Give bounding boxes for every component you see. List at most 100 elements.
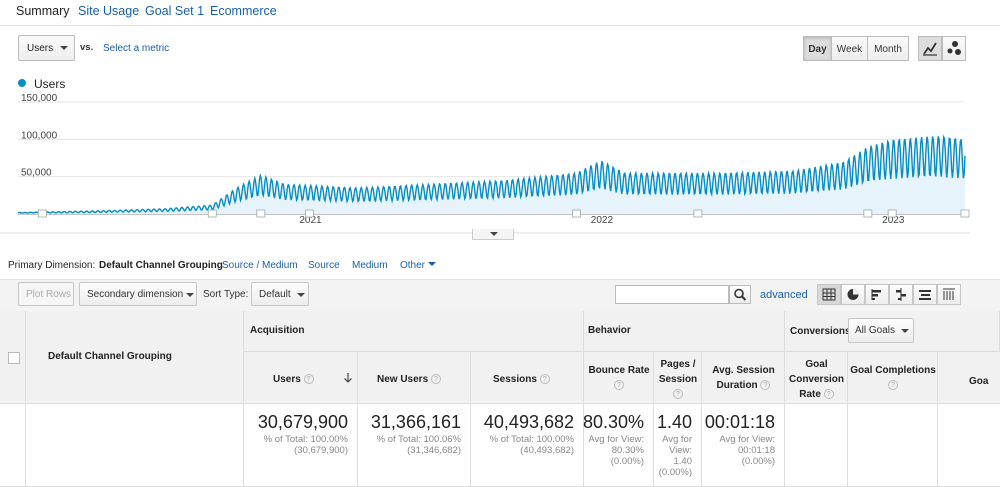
term-cloud-icon	[919, 290, 931, 300]
help-icon[interactable]: ?	[888, 380, 898, 391]
secondary-dimension-label: Secondary dimension	[87, 289, 184, 300]
primary-dimension-active: Default Channel Grouping	[99, 260, 223, 271]
annotation-marker	[37, 209, 47, 218]
bounce-avg-line3: (0.00%)	[610, 456, 644, 467]
help-icon[interactable]: ?	[539, 374, 550, 385]
select-all-checkbox[interactable]	[8, 352, 20, 364]
line-chart-button[interactable]	[918, 36, 942, 61]
pie-chart-icon	[847, 289, 859, 300]
tab-goal-set-1[interactable]: Goal Set 1	[145, 4, 205, 18]
help-icon[interactable]: ?	[760, 380, 771, 391]
all-goals-label: All Goals	[855, 325, 896, 336]
dimension-source[interactable]: Source	[308, 260, 340, 271]
help-icon[interactable]: ?	[430, 374, 441, 385]
chevron-down-icon	[186, 293, 194, 297]
table-search-input[interactable]	[615, 285, 729, 304]
performance-view-button[interactable]	[865, 284, 889, 305]
sort-type-dropdown[interactable]: Default	[251, 282, 309, 306]
users-column-label: Users ?	[273, 372, 314, 387]
annotation-marker	[256, 209, 266, 218]
help-icon[interactable]: ?	[673, 389, 683, 400]
all-goals-dropdown[interactable]: All Goals	[848, 318, 914, 343]
dimension-other[interactable]: Other	[400, 260, 437, 271]
motion-chart-button[interactable]	[942, 36, 966, 61]
annotation-marker	[304, 209, 314, 218]
pages-avg-line1: Avg for	[662, 434, 692, 445]
table-view-button[interactable]	[817, 284, 841, 305]
select-metric-link[interactable]: Select a metric	[103, 43, 170, 54]
metric-dropdown[interactable]: Users	[18, 35, 75, 61]
pages-session-total: 1.40	[656, 412, 692, 432]
annotation-marker	[572, 209, 581, 218]
goal-conversion-header-text: Goal Conversion Rate	[788, 359, 844, 400]
primary-dimension-label: Primary Dimension:	[8, 260, 96, 271]
sessions-total-pct: % of Total: 100.00% (40,493,682)	[490, 434, 574, 456]
duration-avg-line2: 00:01:18	[738, 445, 775, 456]
avg-session-header-text: Avg. Session Duration	[712, 365, 775, 391]
avg-session-column-label: Avg. Session Duration ?	[706, 363, 781, 393]
conversions-group-label: Conversions	[790, 326, 851, 337]
bounce-rate-total-avg: Avg for View: 80.30% (0.00%)	[588, 434, 644, 467]
pages-session-total-cell: 1.40 Avg for View: 1.40 (0.00%)	[654, 404, 702, 487]
duration-avg-line1: Avg for View:	[719, 434, 775, 445]
help-icon[interactable]: ?	[303, 374, 314, 385]
avg-session-total-avg: Avg for View: 00:01:18 (0.00%)	[719, 434, 775, 467]
tab-ecommerce[interactable]: Ecommerce	[210, 4, 277, 18]
new-users-column-header[interactable]: New Users ?	[358, 352, 471, 404]
legend-users-label: Users	[34, 77, 66, 91]
users-total: 30,679,900	[257, 412, 348, 432]
pivot-table-icon	[943, 288, 955, 300]
help-icon[interactable]: ?	[823, 389, 834, 400]
totals-checkbox-cell	[0, 404, 26, 487]
goal-completions-header-text: Goal Completions	[850, 365, 936, 376]
users-column-header[interactable]: Users ?	[244, 352, 358, 404]
sort-descending-icon[interactable]	[343, 372, 353, 384]
pivot-view-button[interactable]	[937, 284, 961, 305]
comparison-icon	[896, 288, 906, 301]
bounce-rate-column-header[interactable]: Bounce Rate?	[584, 352, 654, 404]
day-button[interactable]: Day	[803, 36, 832, 61]
chart-collapse-toggle[interactable]	[472, 229, 514, 240]
avg-session-column-header[interactable]: Avg. Session Duration ?	[702, 352, 785, 404]
vs-label: vs.	[80, 42, 94, 53]
help-icon[interactable]: ?	[614, 380, 624, 391]
new-users-pct-line1: % of Total: 100.06%	[376, 434, 461, 445]
goal-conversion-column-header[interactable]: Goal Conversion Rate ?	[785, 352, 848, 404]
table-grid-icon	[822, 288, 836, 301]
bounce-rate-header-text: Bounce Rate	[588, 365, 650, 376]
users-pct-line2: (30,679,900)	[294, 445, 348, 456]
users-series-line	[17, 134, 966, 214]
tab-site-usage[interactable]: Site Usage	[78, 4, 140, 18]
annotation-marker	[207, 209, 217, 218]
dimension-source-medium[interactable]: Source / Medium	[222, 260, 298, 271]
pie-view-button[interactable]	[841, 284, 865, 305]
bounce-avg-line2: 80.30%	[611, 445, 644, 456]
search-button[interactable]	[729, 285, 751, 304]
pages-session-column-header[interactable]: Pages / Session?	[654, 352, 702, 404]
month-button[interactable]: Month	[867, 36, 909, 61]
x-tick-label: 2021	[299, 215, 322, 226]
sessions-pct-line2: (40,493,682)	[520, 445, 574, 456]
behavior-group-cell: Behavior	[584, 311, 785, 352]
x-tick-label: 2023	[882, 215, 905, 226]
secondary-dimension-dropdown[interactable]: Secondary dimension	[79, 282, 197, 306]
new-users-total-pct: % of Total: 100.06% (31,346,682)	[377, 434, 461, 456]
plot-rows-button[interactable]: Plot Rows	[18, 282, 74, 306]
bounce-avg-line1: Avg for View:	[588, 434, 644, 445]
week-button[interactable]: Week	[831, 36, 868, 61]
goal-completions-column-label: Goal Completions?	[848, 363, 938, 393]
pages-avg-line3: 1.40	[673, 456, 693, 467]
goal-completions-column-header[interactable]: Goal Completions?	[848, 352, 938, 404]
goal-value-column-header[interactable]: Goa	[938, 352, 1000, 404]
comparison-view-button[interactable]	[889, 284, 913, 305]
avg-session-total-cell: 00:01:18 Avg for View: 00:01:18 (0.00%)	[702, 404, 785, 487]
advanced-filter-link[interactable]: advanced	[760, 289, 808, 301]
sessions-column-header[interactable]: Sessions ?	[471, 352, 584, 404]
pages-avg-line2: View:	[668, 445, 692, 456]
goal-conversion-column-label: Goal Conversion Rate ?	[785, 357, 848, 402]
goal-value-header-text: Goa	[969, 376, 989, 387]
users-header-text: Users	[273, 374, 301, 385]
tab-summary[interactable]: Summary	[16, 4, 70, 18]
dimension-medium[interactable]: Medium	[352, 260, 388, 271]
term-cloud-view-button[interactable]	[913, 284, 937, 305]
